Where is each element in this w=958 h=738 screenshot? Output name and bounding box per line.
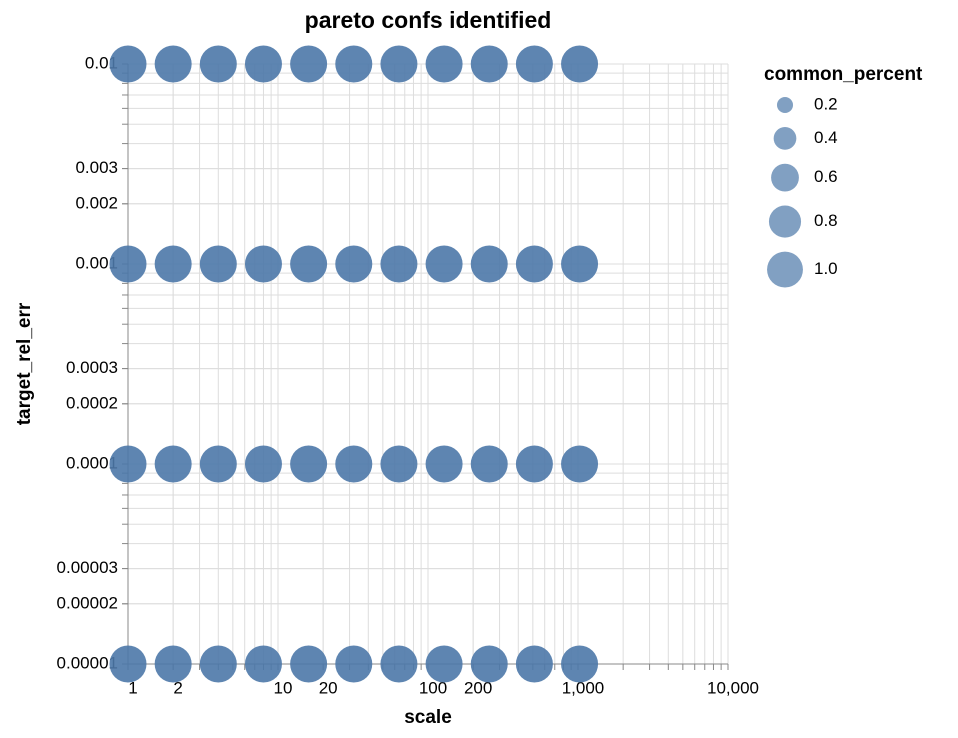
point bbox=[154, 445, 192, 483]
point bbox=[244, 45, 282, 83]
y-tick-label: 0.0001 bbox=[66, 453, 118, 472]
point bbox=[380, 645, 418, 683]
point bbox=[154, 245, 192, 283]
legend-symbol bbox=[771, 163, 799, 192]
point bbox=[109, 45, 147, 83]
point bbox=[561, 245, 599, 283]
point bbox=[199, 645, 237, 683]
x-tick-label: 20 bbox=[319, 678, 338, 697]
x-tick-label: 10 bbox=[274, 678, 293, 697]
point bbox=[470, 45, 508, 83]
legend-label: 0.6 bbox=[814, 167, 838, 186]
legend-label: 0.4 bbox=[814, 128, 838, 147]
point bbox=[561, 445, 599, 483]
y-tick-label: 0.01 bbox=[85, 53, 118, 72]
point bbox=[290, 245, 328, 283]
x-tick-label: 10,000 bbox=[707, 678, 759, 697]
point bbox=[380, 245, 418, 283]
point bbox=[290, 445, 328, 483]
point bbox=[515, 445, 553, 483]
point bbox=[425, 445, 463, 483]
chart-title: pareto confs identified bbox=[305, 7, 552, 33]
point bbox=[425, 45, 463, 83]
point bbox=[515, 245, 553, 283]
point bbox=[380, 445, 418, 483]
point bbox=[335, 245, 373, 283]
x-tick-label: 2 bbox=[173, 678, 182, 697]
point bbox=[109, 645, 147, 683]
point bbox=[470, 645, 508, 683]
legend-symbol bbox=[773, 127, 797, 150]
legend-symbol bbox=[768, 205, 802, 238]
point bbox=[335, 645, 373, 683]
legend-symbol bbox=[776, 96, 794, 114]
x-tick-label: 100 bbox=[419, 678, 447, 697]
point bbox=[425, 645, 463, 683]
point bbox=[290, 45, 328, 83]
point bbox=[515, 45, 553, 83]
legend-label: 1.0 bbox=[814, 259, 838, 278]
legend-label: 0.8 bbox=[814, 211, 838, 230]
y-tick-label: 0.001 bbox=[75, 253, 118, 272]
legend-title: common_percent bbox=[764, 64, 923, 85]
point bbox=[561, 45, 599, 83]
point bbox=[109, 445, 147, 483]
y-tick-label: 0.003 bbox=[75, 158, 118, 177]
point bbox=[335, 445, 373, 483]
point bbox=[199, 245, 237, 283]
y-tick-label: 0.00003 bbox=[57, 558, 118, 577]
x-tick-label: 200 bbox=[464, 678, 492, 697]
point bbox=[335, 45, 373, 83]
point bbox=[244, 645, 282, 683]
y-tick-label: 0.002 bbox=[75, 193, 118, 212]
point bbox=[470, 445, 508, 483]
point bbox=[290, 645, 328, 683]
y-tick-label: 0.0003 bbox=[66, 358, 118, 377]
x-tick-label: 1,000 bbox=[562, 678, 605, 697]
point bbox=[561, 645, 599, 683]
point bbox=[154, 645, 192, 683]
legend-symbol bbox=[767, 251, 803, 288]
y-tick-label: 0.00001 bbox=[57, 653, 118, 672]
point bbox=[244, 445, 282, 483]
point bbox=[199, 445, 237, 483]
point bbox=[109, 245, 147, 283]
x-axis-title: scale bbox=[404, 707, 452, 728]
point bbox=[244, 245, 282, 283]
y-axis-title: target_rel_err bbox=[14, 302, 35, 425]
point bbox=[425, 245, 463, 283]
legend-label: 0.2 bbox=[814, 94, 838, 113]
point bbox=[515, 645, 553, 683]
point bbox=[199, 45, 237, 83]
x-tick-label: 1 bbox=[128, 678, 137, 697]
y-tick-label: 0.0002 bbox=[66, 393, 118, 412]
point bbox=[380, 45, 418, 83]
y-tick-label: 0.00002 bbox=[57, 593, 118, 612]
point bbox=[154, 45, 192, 83]
point bbox=[470, 245, 508, 283]
